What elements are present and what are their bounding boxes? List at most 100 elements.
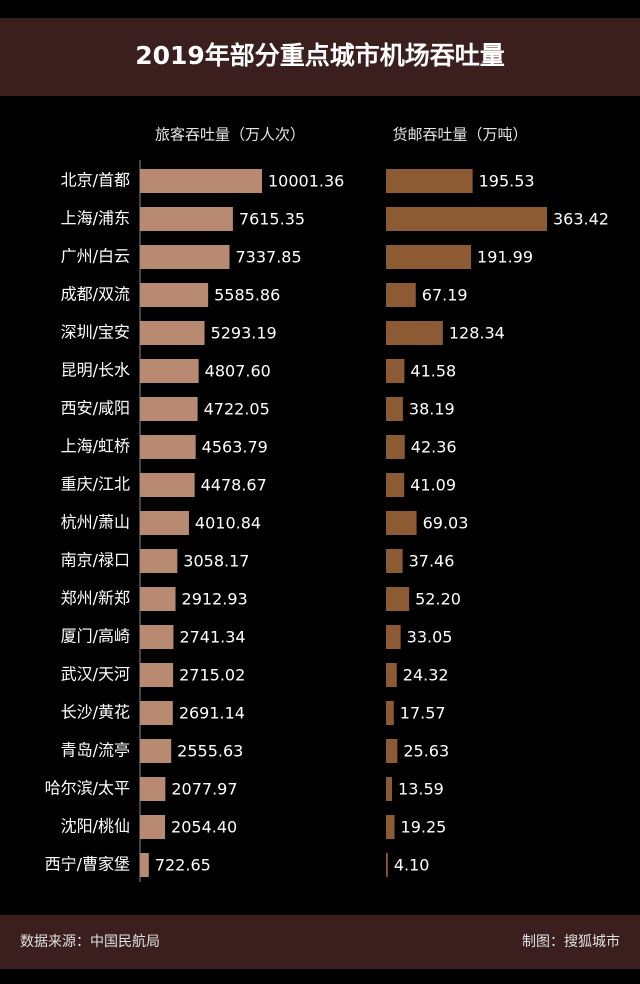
value-label: 41.58 xyxy=(410,362,456,381)
credit: 制图：搜狐城市 xyxy=(522,933,620,950)
bar xyxy=(386,473,405,497)
bar xyxy=(140,663,174,687)
value-label: 7337.85 xyxy=(236,248,302,267)
category-label: 郑州/新郑 xyxy=(61,589,130,608)
category-label: 杭州/萧山 xyxy=(61,513,130,532)
value-label: 2715.02 xyxy=(179,666,245,685)
value-label: 4807.60 xyxy=(205,362,271,381)
bar xyxy=(386,739,398,763)
value-label: 3058.17 xyxy=(183,552,249,571)
value-label: 42.36 xyxy=(411,438,457,457)
value-label: 24.32 xyxy=(403,666,449,685)
category-label: 深圳/宝安 xyxy=(61,323,130,342)
bar xyxy=(140,739,172,763)
bar xyxy=(140,245,230,269)
category-label: 沈阳/桃仙 xyxy=(61,817,130,836)
bar xyxy=(386,777,393,801)
category-label: 青岛/流亭 xyxy=(61,741,130,760)
bar xyxy=(140,587,176,611)
value-label: 38.19 xyxy=(409,400,455,419)
bar xyxy=(140,359,199,383)
value-label: 33.05 xyxy=(407,628,453,647)
bar xyxy=(386,815,395,839)
category-label: 北京/首都 xyxy=(61,171,130,190)
bar xyxy=(140,473,195,497)
value-label: 5293.19 xyxy=(211,324,277,343)
value-label: 4722.05 xyxy=(204,400,270,419)
category-label: 广州/白云 xyxy=(61,247,130,266)
title-band xyxy=(0,18,640,96)
bar xyxy=(386,321,443,345)
bar xyxy=(140,283,209,307)
bar xyxy=(140,207,233,231)
category-label: 重庆/江北 xyxy=(61,475,130,494)
bar xyxy=(140,777,166,801)
bar xyxy=(386,853,388,877)
footer-band xyxy=(0,915,640,969)
bar xyxy=(140,625,174,649)
series-header: 货邮吞吐量（万吨） xyxy=(392,126,527,144)
category-label: 成都/双流 xyxy=(61,285,130,304)
value-label: 2054.40 xyxy=(171,818,237,837)
bar xyxy=(386,625,401,649)
value-label: 25.63 xyxy=(403,742,449,761)
bar xyxy=(386,207,547,231)
bar xyxy=(140,511,189,535)
bar xyxy=(140,549,178,573)
bar xyxy=(386,397,403,421)
value-label: 2077.97 xyxy=(171,780,237,799)
value-label: 52.20 xyxy=(415,590,461,609)
source: 数据来源：中国民航局 xyxy=(20,934,160,950)
value-label: 4010.84 xyxy=(195,514,261,533)
value-label: 7615.35 xyxy=(239,210,305,229)
bar xyxy=(386,245,472,269)
value-label: 5585.86 xyxy=(214,286,280,305)
bar xyxy=(386,663,397,687)
category-label: 上海/浦东 xyxy=(61,209,130,228)
category-label: 长沙/黄花 xyxy=(61,703,130,722)
bar xyxy=(140,701,173,725)
value-label: 19.25 xyxy=(401,818,447,837)
category-label: 南京/禄口 xyxy=(61,551,130,570)
value-label: 2555.63 xyxy=(177,742,243,761)
value-label: 363.42 xyxy=(553,210,609,229)
bar xyxy=(386,169,473,193)
chart-title: 2019年部分重点城市机场吞吐量 xyxy=(135,41,505,70)
bar xyxy=(386,283,416,307)
category-label: 西宁/曹家堡 xyxy=(45,855,130,874)
series-header: 旅客吞吐量（万人次） xyxy=(155,126,305,144)
bar xyxy=(140,397,198,421)
bar xyxy=(386,587,410,611)
bar xyxy=(140,169,262,193)
category-label: 哈尔滨/太平 xyxy=(45,779,130,798)
value-label: 191.99 xyxy=(477,248,533,267)
value-label: 128.34 xyxy=(449,324,505,343)
bar xyxy=(386,511,417,535)
bar xyxy=(386,701,394,725)
category-label: 西安/咸阳 xyxy=(61,399,130,418)
bar xyxy=(140,853,149,877)
value-label: 4478.67 xyxy=(201,476,267,495)
bar xyxy=(140,321,205,345)
value-label: 4563.79 xyxy=(202,438,268,457)
value-label: 13.59 xyxy=(398,780,444,799)
category-label: 上海/虹桥 xyxy=(61,437,130,456)
bar xyxy=(140,435,196,459)
value-label: 69.03 xyxy=(423,514,469,533)
value-label: 195.53 xyxy=(479,172,535,191)
value-label: 10001.36 xyxy=(268,172,344,191)
value-label: 2912.93 xyxy=(182,590,248,609)
value-label: 2741.34 xyxy=(179,628,245,647)
value-label: 41.09 xyxy=(410,476,456,495)
bar xyxy=(386,549,403,573)
bar xyxy=(386,435,405,459)
value-label: 67.19 xyxy=(422,286,468,305)
value-label: 17.57 xyxy=(400,704,446,723)
category-label: 武汉/天河 xyxy=(61,665,130,684)
category-label: 厦门/高崎 xyxy=(61,627,130,646)
category-label: 昆明/长水 xyxy=(61,361,130,380)
value-label: 722.65 xyxy=(155,856,211,875)
value-label: 37.46 xyxy=(409,552,455,571)
bar xyxy=(386,359,405,383)
